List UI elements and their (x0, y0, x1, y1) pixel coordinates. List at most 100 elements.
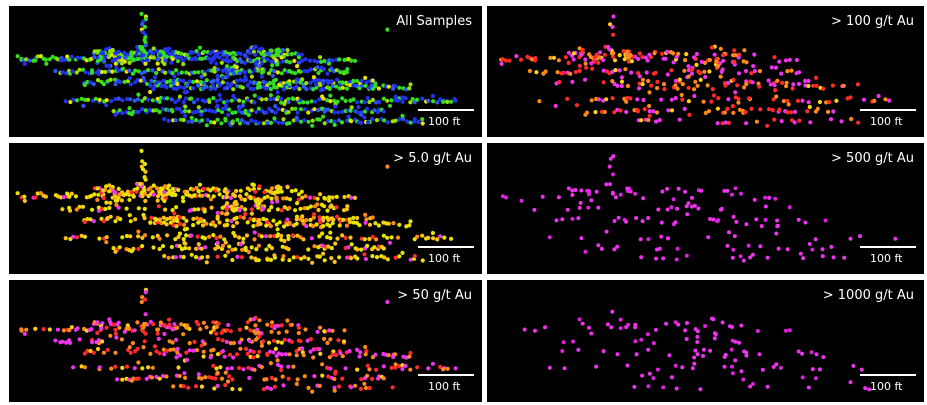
sample-point (216, 337, 221, 342)
sample-point (275, 227, 280, 232)
sample-point (331, 98, 337, 103)
sample-point (732, 48, 737, 53)
sample-point (707, 57, 712, 63)
sample-point (141, 345, 146, 350)
sample-point (142, 69, 147, 74)
sample-point (177, 84, 183, 89)
sample-point (95, 320, 100, 325)
sample-point (181, 78, 186, 84)
sample-point (132, 328, 137, 333)
sample-point (199, 255, 205, 260)
sample-point (431, 99, 436, 104)
sample-point (327, 195, 332, 200)
sample-point (785, 110, 790, 115)
sample-point (118, 217, 123, 222)
sample-point (300, 346, 305, 351)
sample-point (859, 367, 864, 372)
sample-point (203, 245, 208, 250)
sample-point (181, 199, 186, 204)
sample-point (241, 215, 246, 220)
sample-point (125, 323, 130, 328)
sample-point (104, 103, 109, 108)
sample-point (689, 67, 695, 72)
sample-point (583, 57, 588, 62)
sample-point (33, 195, 38, 200)
sample-point (164, 217, 170, 222)
sample-point (60, 207, 65, 212)
sample-point (397, 222, 402, 227)
sample-point (101, 82, 106, 87)
sample-point (75, 326, 80, 331)
sample-point (669, 108, 675, 113)
sample-point (731, 247, 736, 252)
sample-point (173, 255, 178, 260)
sample-point (212, 66, 217, 71)
sample-point (199, 246, 204, 251)
sample-point (222, 100, 227, 105)
sample-point (275, 339, 280, 344)
sample-point (723, 120, 728, 125)
sample-point (127, 345, 132, 350)
sample-point (665, 186, 670, 191)
sample-point (386, 221, 391, 226)
sample-point (274, 58, 279, 63)
sample-point (376, 223, 381, 228)
sample-point (308, 217, 313, 222)
sample-point (269, 186, 275, 191)
sample-point (736, 55, 741, 60)
sample-point (120, 377, 125, 382)
sample-point (698, 71, 703, 76)
sample-point (326, 61, 332, 66)
sample-point (310, 389, 315, 394)
sample-point (810, 367, 815, 372)
sample-point (708, 217, 713, 221)
sample-point (286, 364, 291, 369)
sample-point (707, 69, 712, 74)
sample-point (397, 117, 402, 122)
sample-point (328, 366, 333, 371)
sample-point (615, 107, 620, 112)
sample-point (329, 203, 334, 208)
sample-point (294, 217, 299, 222)
sample-point (273, 377, 278, 382)
sample-point (225, 218, 230, 223)
sample-point (234, 215, 239, 220)
sample-point (148, 185, 153, 190)
sample-point (543, 325, 547, 330)
sample-point (225, 64, 230, 69)
sample-point (677, 117, 682, 122)
sample-point (176, 365, 181, 370)
sample-point (208, 355, 213, 360)
sample-point (385, 120, 390, 125)
sample-point (181, 237, 186, 242)
sample-point (174, 68, 179, 73)
sample-point (223, 253, 228, 258)
sample-point (758, 244, 763, 249)
sample-point (775, 218, 780, 223)
sample-point (367, 367, 372, 372)
sample-point (174, 224, 179, 229)
sample-point (90, 340, 95, 345)
sample-point (327, 86, 332, 91)
sample-point (214, 235, 219, 241)
sample-point (335, 236, 340, 241)
sample-point (211, 233, 216, 238)
sample-point (311, 215, 316, 220)
scale-bar: 100 ft (860, 109, 916, 131)
sample-point (268, 361, 273, 366)
sample-point (655, 79, 660, 84)
scatter-plot-gt-50 (19, 287, 458, 394)
sample-point (311, 75, 316, 80)
sample-point (211, 347, 216, 352)
sample-point (74, 70, 79, 75)
sample-point (107, 63, 112, 68)
sample-point (601, 349, 606, 354)
sample-point (279, 340, 284, 345)
sample-point (363, 220, 368, 225)
sample-point (264, 86, 269, 91)
sample-point (194, 348, 200, 353)
sample-point (123, 192, 128, 197)
sample-point (199, 112, 204, 117)
sample-point (806, 385, 811, 390)
sample-point (338, 70, 343, 75)
